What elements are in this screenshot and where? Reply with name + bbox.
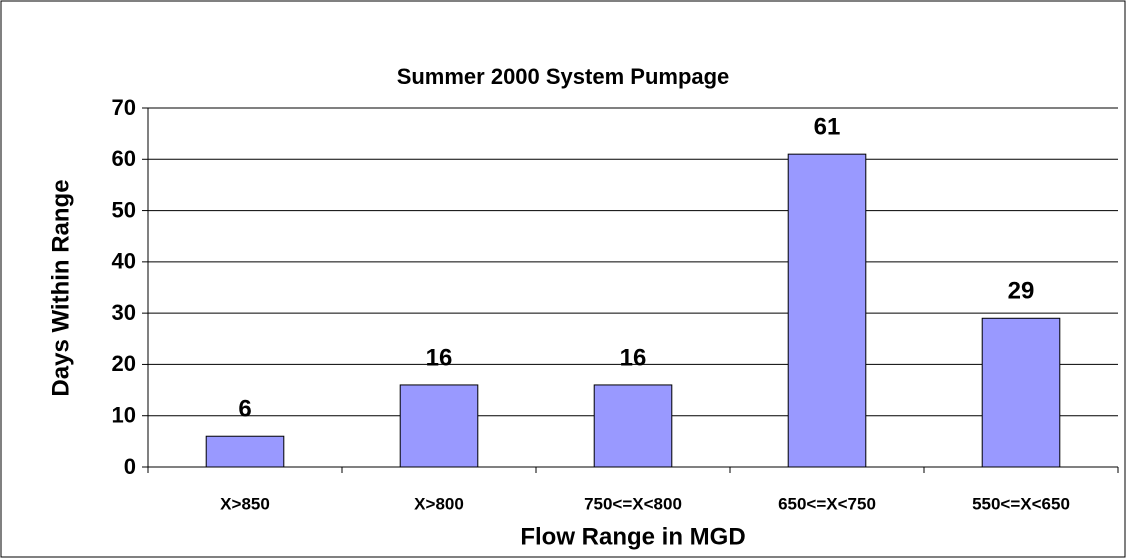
bar xyxy=(593,384,673,468)
bar xyxy=(981,317,1061,468)
chart-title: Summer 2000 System Pumpage xyxy=(397,64,730,89)
y-tick-label: 30 xyxy=(112,300,136,325)
y-axis-label: Days Within Range xyxy=(47,179,74,396)
y-tick-label: 60 xyxy=(112,146,136,171)
y-tick-label: 70 xyxy=(112,95,136,120)
bar xyxy=(399,384,479,468)
data-label: 6 xyxy=(238,396,251,423)
x-tick-label: X>800 xyxy=(414,494,464,513)
x-tick-label: X>850 xyxy=(220,494,270,513)
data-label: 61 xyxy=(814,114,841,141)
data-label: 16 xyxy=(620,344,647,371)
x-tick-label: 650<=X<750 xyxy=(778,494,876,513)
y-tick-label: 10 xyxy=(112,403,136,428)
x-tick-label: 550<=X<650 xyxy=(972,494,1070,513)
bar xyxy=(205,435,285,468)
data-label: 16 xyxy=(426,344,453,371)
y-tick-label: 0 xyxy=(124,454,136,479)
x-axis-label: Flow Range in MGD xyxy=(520,523,745,550)
y-tick-label: 20 xyxy=(112,351,136,376)
x-tick-label: 750<=X<800 xyxy=(584,494,682,513)
y-tick-label: 50 xyxy=(112,197,136,222)
data-label: 29 xyxy=(1008,278,1035,305)
bar xyxy=(787,153,867,468)
y-tick-label: 40 xyxy=(112,249,136,274)
